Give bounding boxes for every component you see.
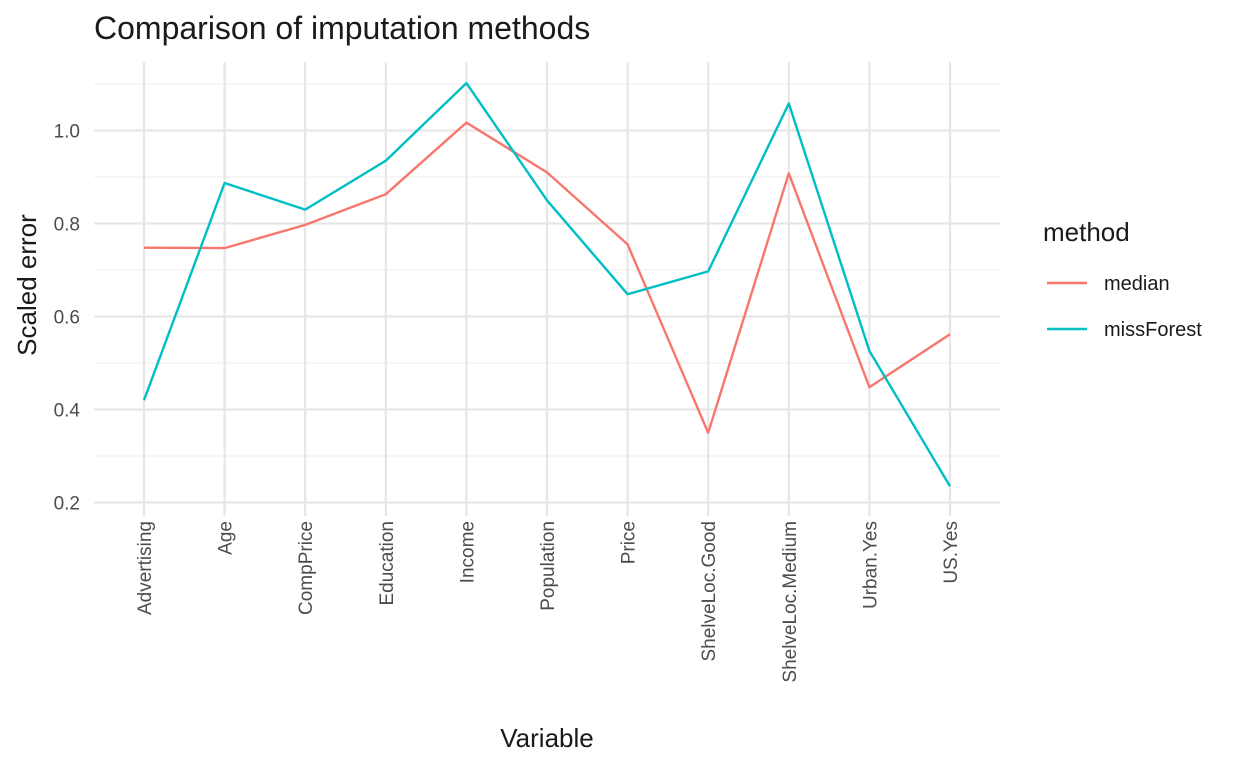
y-axis-title: Scaled error	[12, 214, 42, 356]
grid	[94, 62, 1000, 516]
series-line-median	[143, 121, 951, 434]
legend-title: method	[1043, 217, 1130, 247]
x-tick-label: US.Yes	[941, 521, 962, 584]
chart-title: Comparison of imputation methods	[94, 10, 590, 46]
legend: method median missForest	[1043, 217, 1202, 341]
y-axis-ticks: 0.2 0.4 0.6 0.8 1.0	[54, 122, 81, 515]
x-tick-label: Education	[377, 521, 398, 606]
x-axis-ticks: Advertising Age CompPrice Education Income Po…	[135, 521, 962, 683]
y-tick-label: 0.4	[54, 401, 81, 422]
x-tick-label: Urban.Yes	[860, 521, 881, 609]
x-axis-title: Variable	[500, 723, 593, 753]
legend-label-median: median	[1104, 273, 1170, 295]
legend-label-missForest: missForest	[1104, 319, 1202, 341]
x-tick-label: Age	[216, 521, 237, 555]
y-tick-label: 0.6	[54, 308, 80, 329]
x-tick-label: Advertising	[135, 521, 156, 615]
y-tick-label: 0.8	[54, 215, 80, 236]
x-tick-label: Population	[538, 521, 559, 611]
series-line-missForest	[142, 81, 952, 487]
series-lines	[142, 81, 952, 487]
x-tick-label: CompPrice	[296, 521, 317, 615]
x-tick-label: Price	[619, 521, 640, 564]
y-tick-label: 1.0	[54, 122, 80, 143]
y-tick-label: 0.2	[54, 494, 80, 515]
x-tick-label: ShelveLoc.Good	[699, 521, 720, 662]
x-tick-label: ShelveLoc.Medium	[780, 521, 801, 683]
x-tick-label: Income	[457, 521, 478, 583]
